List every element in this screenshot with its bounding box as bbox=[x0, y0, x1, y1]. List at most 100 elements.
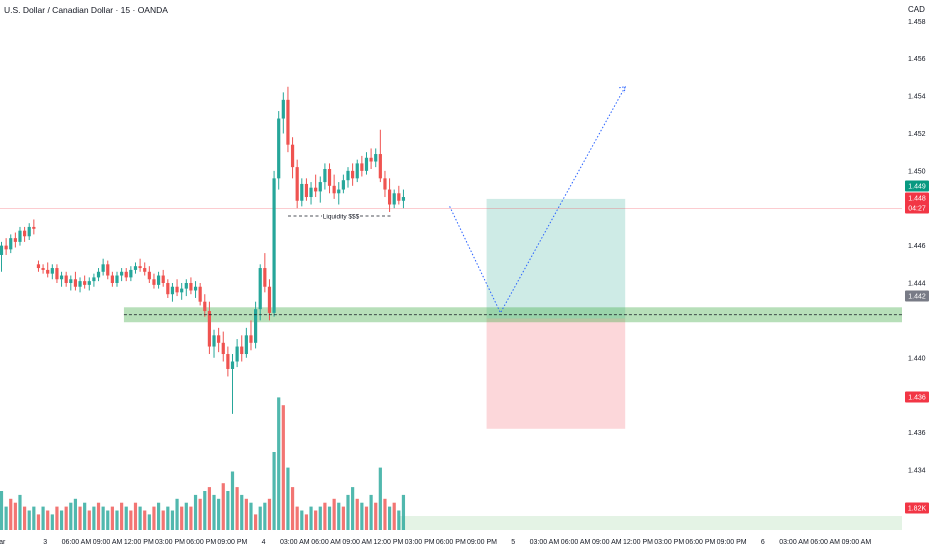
volume-bar bbox=[96, 502, 101, 530]
volume-bar bbox=[383, 498, 387, 530]
price-tick-label: 1.452 bbox=[908, 131, 926, 138]
price-tick-label: 1.436 bbox=[908, 430, 926, 437]
candle bbox=[207, 301, 211, 355]
candle-body bbox=[258, 268, 262, 310]
volume-bar bbox=[133, 502, 138, 530]
price-badge-text: 1.436 bbox=[908, 395, 926, 402]
candle-body bbox=[203, 301, 207, 312]
time-tick-label: 12:00 PM bbox=[124, 539, 154, 546]
candle bbox=[50, 264, 54, 280]
volume-bar bbox=[286, 467, 290, 530]
candle bbox=[170, 283, 175, 302]
volume-bar bbox=[318, 506, 322, 530]
candle-body bbox=[290, 144, 295, 168]
time-tick-label: 03:00 AM bbox=[779, 539, 809, 546]
candle-body bbox=[346, 170, 350, 181]
candle bbox=[337, 182, 341, 205]
candle bbox=[281, 92, 285, 134]
candle-body bbox=[332, 185, 336, 194]
drawing-layer bbox=[0, 198, 903, 530]
candle-body bbox=[244, 335, 248, 355]
price-badge-text: 1.82K bbox=[908, 506, 927, 513]
volume-bar bbox=[337, 502, 341, 530]
volume-bar bbox=[212, 494, 216, 530]
candle bbox=[92, 273, 96, 287]
volume-bar bbox=[175, 498, 179, 530]
volume-bar bbox=[364, 506, 369, 530]
volume-bar bbox=[346, 494, 350, 530]
candle-body bbox=[392, 193, 396, 205]
candles bbox=[0, 86, 406, 414]
volume-bar bbox=[73, 498, 78, 530]
candle bbox=[69, 275, 73, 291]
price-badge: 1.82K bbox=[905, 502, 929, 514]
candle-body bbox=[170, 286, 175, 295]
candle-body bbox=[175, 286, 179, 293]
time-tick-label: 06:00 AM bbox=[311, 539, 341, 546]
volume-bar bbox=[387, 506, 392, 530]
candle-body bbox=[23, 230, 27, 237]
candle bbox=[23, 226, 27, 242]
liquidity-label: Liquidity $$$ bbox=[323, 214, 360, 221]
volume-bar bbox=[290, 487, 295, 530]
axis-currency[interactable]: CAD bbox=[908, 5, 925, 14]
volume-bar bbox=[87, 510, 91, 530]
candle-body bbox=[13, 238, 17, 242]
candle bbox=[332, 174, 336, 199]
candle bbox=[300, 178, 304, 207]
candle bbox=[13, 232, 17, 248]
volume-bar bbox=[309, 506, 313, 530]
price-badge-text: 1.442 bbox=[908, 294, 926, 301]
candle bbox=[230, 354, 235, 414]
candle bbox=[129, 266, 133, 282]
candle-body bbox=[106, 264, 110, 276]
projection-path bbox=[449, 86, 626, 314]
price-badge-bg bbox=[905, 192, 929, 204]
candle-body bbox=[217, 335, 221, 343]
price-axis[interactable]: 1.458 1.456 1.454 1.452 1.450 1.446 1.444 1.440… bbox=[908, 19, 926, 512]
candle bbox=[152, 273, 156, 289]
candle bbox=[309, 182, 313, 205]
candle-body bbox=[32, 226, 36, 229]
candle bbox=[189, 277, 193, 295]
candle bbox=[78, 277, 82, 293]
candle-body bbox=[281, 99, 285, 119]
volume-bar bbox=[323, 502, 327, 530]
time-tick-label: 03:00 AM bbox=[530, 539, 560, 546]
volume-bar bbox=[46, 510, 50, 530]
candle bbox=[55, 264, 59, 283]
candle-body bbox=[401, 197, 406, 201]
candle bbox=[346, 167, 350, 188]
time-tick-label: 06:00 AM bbox=[561, 539, 591, 546]
time-tick-label: 09:00 AM bbox=[592, 539, 622, 546]
candle bbox=[392, 189, 396, 209]
price-tick-label: 1.454 bbox=[908, 94, 926, 101]
candle bbox=[374, 148, 378, 168]
candle-body bbox=[161, 275, 165, 283]
candle bbox=[286, 86, 290, 153]
volume-bar bbox=[300, 510, 304, 530]
candle-body bbox=[120, 271, 124, 276]
candle bbox=[147, 266, 151, 283]
volume-bar bbox=[378, 467, 382, 530]
volume-bar bbox=[249, 502, 253, 530]
candle-body bbox=[240, 346, 244, 355]
volume-bar bbox=[341, 506, 345, 530]
candle bbox=[327, 163, 332, 194]
take-profit-zone bbox=[486, 198, 626, 319]
candle bbox=[9, 234, 13, 254]
volume-bar bbox=[184, 502, 188, 530]
volume-bar bbox=[18, 494, 22, 530]
volume-bar bbox=[13, 502, 17, 530]
candle bbox=[240, 335, 244, 362]
price-badge: 04:27 bbox=[905, 202, 929, 214]
candle bbox=[235, 339, 239, 368]
volume-bar bbox=[254, 514, 258, 530]
candle bbox=[143, 262, 147, 276]
price-tick-label: 1.446 bbox=[908, 243, 926, 250]
price-tick-label: 1.458 bbox=[908, 19, 926, 26]
candle-body bbox=[351, 170, 355, 179]
volume-bar bbox=[258, 506, 262, 530]
